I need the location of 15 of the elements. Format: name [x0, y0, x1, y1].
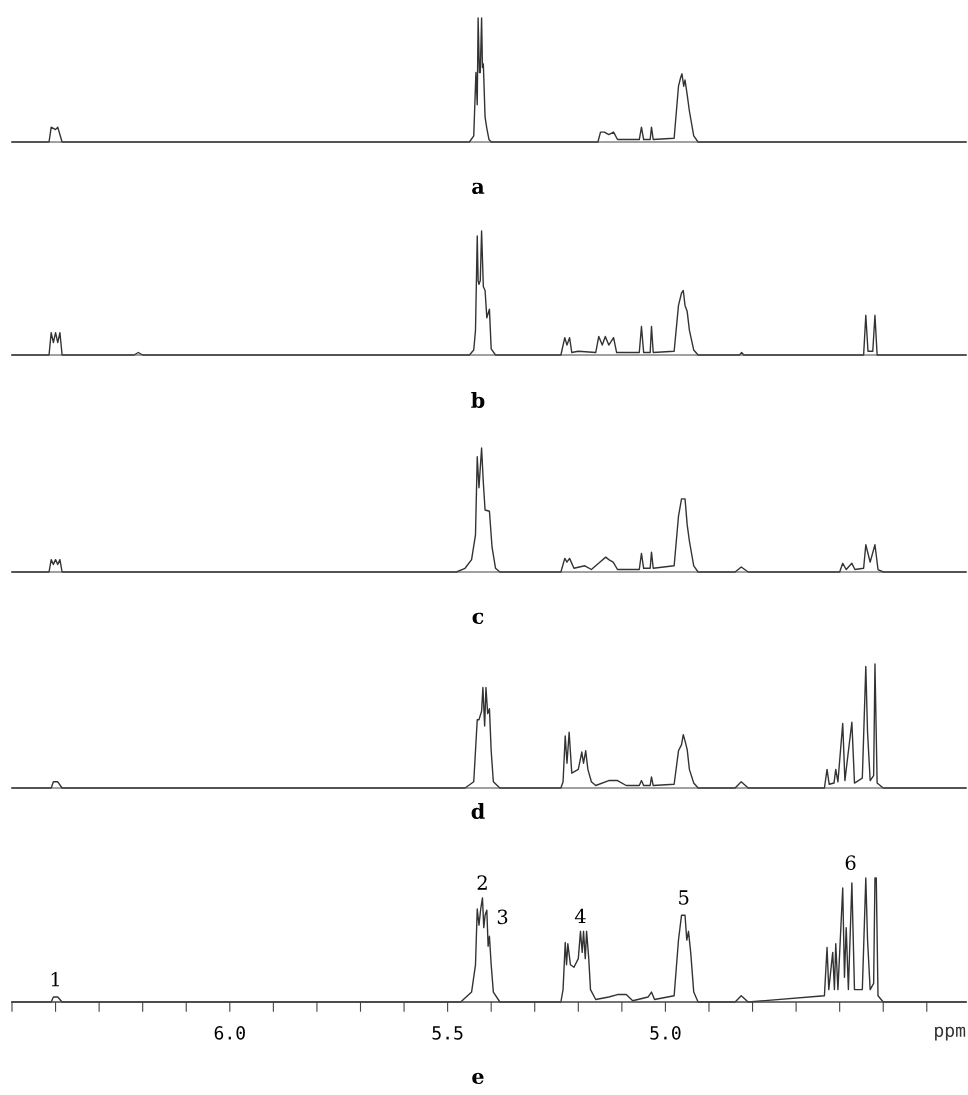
x-axis-title: c: [472, 612, 484, 625]
annotation: 4: [574, 908, 586, 924]
x-tick-label: 5.0: [650, 1026, 681, 1040]
annotation: 2: [477, 875, 487, 890]
x-tick-label: 5.5: [432, 1026, 463, 1040]
x-tick-label: 6.0: [214, 1026, 245, 1040]
text: ppm: [935, 1026, 966, 1041]
annotation: 5: [679, 890, 689, 905]
x-axis-title: a: [472, 182, 485, 195]
x-axis-title: e: [472, 1072, 484, 1085]
x-axis-title: b: [471, 391, 485, 409]
x-axis-title: d: [471, 802, 485, 820]
annotation: 3: [497, 909, 508, 925]
annotation: 6: [845, 855, 856, 871]
annotation: 1: [51, 971, 59, 987]
